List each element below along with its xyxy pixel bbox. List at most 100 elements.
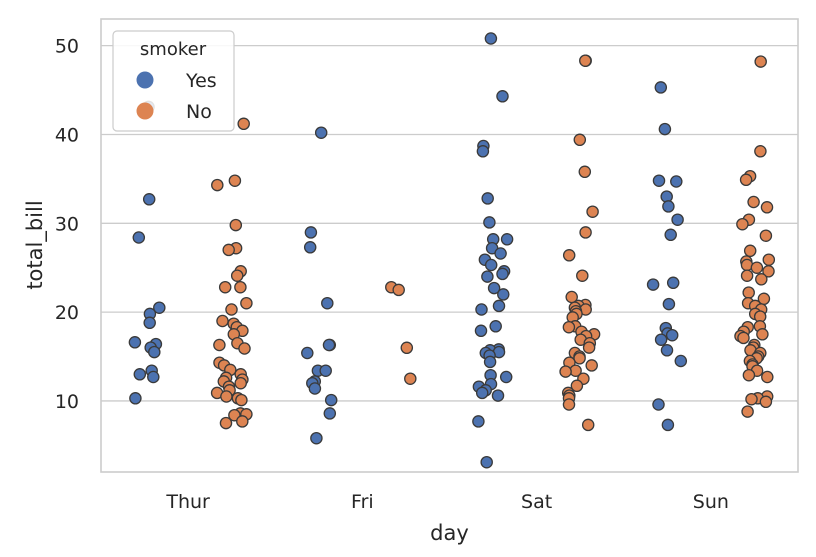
point-yes-sat: [472, 415, 485, 428]
point-yes-sat: [500, 233, 514, 246]
point-yes-fri: [310, 431, 323, 445]
data-points: [128, 32, 776, 469]
legend-title: smoker: [140, 39, 207, 60]
point-yes-thur: [142, 193, 156, 206]
point-yes-thur: [133, 368, 147, 381]
x-axis-ticks: Thur Fri Sat Sun: [165, 491, 729, 513]
point-no-sun: [747, 195, 760, 209]
y-tick-label-10: 10: [55, 391, 79, 413]
point-yes-sat: [491, 389, 505, 402]
point-yes-thur: [128, 336, 142, 349]
point-no-sat: [559, 365, 572, 378]
point-yes-sat: [483, 355, 497, 369]
point-yes-sun: [662, 200, 675, 213]
point-yes-sat: [476, 145, 490, 158]
legend-marker-no: [136, 102, 154, 120]
point-yes-sat: [484, 258, 498, 272]
point-no-sun: [745, 392, 758, 406]
point-yes-sun: [674, 354, 688, 368]
point-yes-sat: [475, 303, 488, 316]
point-yes-sun: [652, 398, 665, 411]
point-yes-sun: [654, 81, 668, 94]
point-no-sat: [570, 379, 584, 393]
point-no-sat: [562, 398, 576, 411]
legend-label-no: No: [186, 101, 212, 123]
point-yes-sun: [660, 344, 674, 357]
point-no-sun: [740, 269, 754, 282]
point-no-sat: [573, 352, 586, 365]
point-yes-sat: [475, 386, 489, 400]
point-no-sat: [582, 341, 596, 354]
point-no-sat: [581, 418, 595, 432]
point-yes-fri: [324, 393, 338, 407]
point-no-sun: [762, 253, 776, 266]
point-yes-sat: [480, 455, 493, 469]
point-no-thur: [219, 416, 233, 430]
y-tick-label-50: 50: [55, 36, 79, 58]
point-yes-sat: [481, 270, 494, 283]
x-axis-label: day: [430, 521, 469, 545]
point-no-thur: [213, 338, 226, 352]
point-no-sat: [586, 205, 599, 218]
point-no-sun: [759, 229, 773, 242]
point-no-thur: [220, 390, 233, 403]
point-no-fri: [404, 372, 417, 385]
point-yes-thur: [148, 345, 161, 359]
point-yes-sun: [658, 122, 672, 136]
point-no-sat: [562, 320, 576, 334]
point-no-fri: [392, 283, 405, 297]
plot-frame: [100, 18, 799, 473]
legend-label-yes: Yes: [185, 70, 217, 92]
x-tick-label-thur: Thur: [165, 491, 210, 513]
point-yes-sun: [666, 276, 680, 290]
point-no-sun: [755, 273, 768, 286]
point-no-thur: [216, 314, 229, 328]
point-no-sun: [760, 201, 774, 214]
point-yes-fri: [319, 364, 332, 377]
x-tick-label-fri: Fri: [351, 491, 374, 513]
point-yes-sun: [665, 328, 679, 342]
point-no-thur: [222, 243, 235, 257]
point-no-sat: [562, 249, 576, 262]
point-yes-thur: [147, 370, 160, 384]
point-yes-sat: [481, 192, 494, 205]
point-yes-thur: [132, 231, 146, 244]
point-no-thur: [234, 376, 247, 390]
point-yes-thur: [143, 316, 156, 330]
point-no-sun: [762, 265, 775, 278]
point-no-sun: [739, 173, 753, 187]
point-yes-fri: [308, 382, 322, 395]
point-no-thur: [234, 280, 247, 294]
point-no-sun: [759, 395, 773, 409]
point-no-thur: [218, 280, 232, 294]
point-yes-thur: [129, 392, 142, 405]
point-yes-sat: [499, 370, 513, 384]
x-tick-label-sun: Sun: [693, 491, 729, 513]
point-yes-fri: [304, 226, 318, 239]
point-no-thur: [240, 296, 253, 310]
point-no-thur: [238, 342, 251, 355]
point-yes-sun: [654, 333, 668, 346]
point-yes-sun: [671, 213, 684, 226]
point-no-fri: [400, 341, 414, 355]
point-yes-sun: [664, 228, 677, 242]
legend-marker-yes: [136, 71, 154, 89]
point-yes-sat: [496, 267, 509, 281]
point-no-sun: [756, 328, 769, 341]
point-no-thur: [235, 393, 248, 407]
point-yes-sun: [646, 278, 660, 291]
point-no-thur: [230, 269, 244, 282]
point-no-sun: [754, 145, 767, 158]
y-tick-label-30: 30: [55, 213, 79, 235]
point-yes-thur: [153, 301, 166, 314]
point-yes-sat: [494, 247, 507, 260]
point-no-sun: [754, 55, 767, 68]
point-no-thur: [228, 174, 242, 187]
legend: smoker Yes No: [112, 30, 235, 132]
point-no-sat: [573, 133, 587, 147]
point-yes-sat: [483, 216, 496, 229]
point-no-sun: [737, 331, 750, 345]
point-no-sat: [576, 269, 589, 282]
point-yes-sat: [497, 288, 510, 301]
